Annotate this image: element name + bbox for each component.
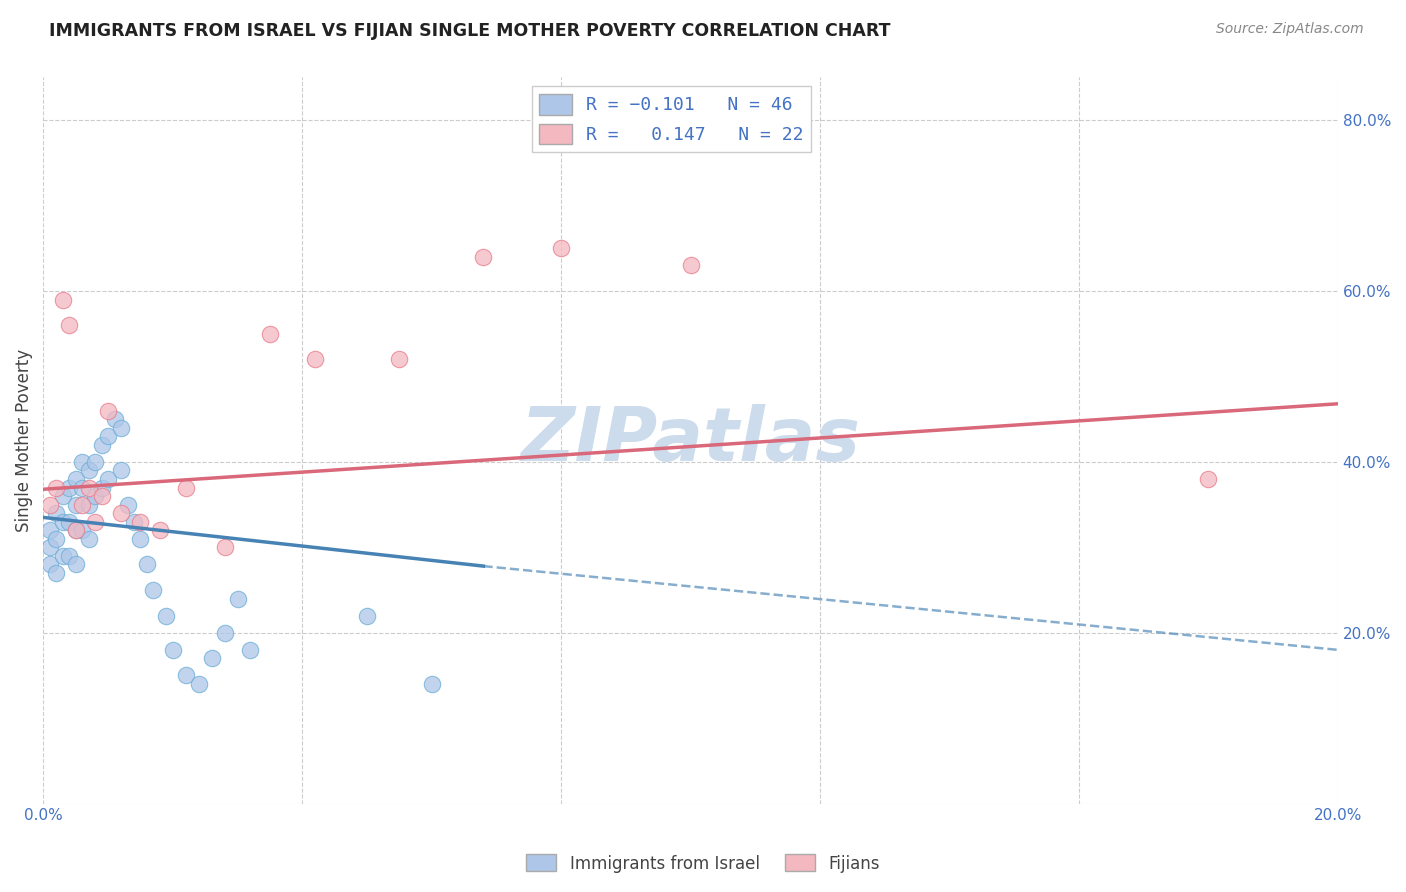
Point [38, 523, 60, 537]
Point [356, 608, 378, 623]
Text: ZIPatlas: ZIPatlas [520, 404, 860, 477]
Point [38, 558, 60, 572]
Text: IMMIGRANTS FROM ISRAEL VS FIJIAN SINGLE MOTHER POVERTY CORRELATION CHART: IMMIGRANTS FROM ISRAEL VS FIJIAN SINGLE … [49, 22, 891, 40]
Point [70, 455, 93, 469]
Point [65, 472, 87, 486]
Point [84, 455, 107, 469]
Point [550, 241, 572, 255]
Point [388, 352, 411, 367]
Legend: R = −0.101   N = 46, R =   0.147   N = 22: R = −0.101 N = 46, R = 0.147 N = 22 [531, 87, 811, 152]
Point [52, 549, 75, 563]
Point [77, 532, 100, 546]
Point [65, 523, 87, 537]
Point [239, 643, 262, 657]
Point [162, 643, 184, 657]
Point [65, 523, 87, 537]
Point [70, 498, 93, 512]
Point [174, 668, 197, 682]
Point [104, 412, 127, 426]
Point [45, 566, 67, 580]
Point [45, 481, 67, 495]
Point [58, 481, 80, 495]
Point [70, 523, 93, 537]
Point [58, 318, 80, 333]
Point [472, 250, 495, 264]
Point [97, 472, 120, 486]
Point [97, 403, 120, 417]
Point [129, 532, 152, 546]
Point [214, 625, 236, 640]
Point [77, 481, 100, 495]
Point [65, 498, 87, 512]
Point [122, 515, 145, 529]
Point [45, 532, 67, 546]
Point [84, 489, 107, 503]
Y-axis label: Single Mother Poverty: Single Mother Poverty [15, 349, 32, 533]
Point [58, 549, 80, 563]
Point [201, 651, 224, 665]
Point [129, 515, 152, 529]
Point [110, 421, 132, 435]
Point [45, 506, 67, 520]
Point [679, 259, 702, 273]
Point [117, 498, 139, 512]
Point [155, 608, 177, 623]
Point [90, 438, 112, 452]
Point [226, 591, 249, 606]
Point [90, 481, 112, 495]
Point [149, 523, 172, 537]
Point [77, 463, 100, 477]
Point [52, 293, 75, 307]
Text: Source: ZipAtlas.com: Source: ZipAtlas.com [1216, 22, 1364, 37]
Point [110, 506, 132, 520]
Point [97, 429, 120, 443]
Point [259, 326, 281, 341]
Point [187, 677, 209, 691]
Point [70, 481, 93, 495]
Point [77, 498, 100, 512]
Legend: Immigrants from Israel, Fijians: Immigrants from Israel, Fijians [520, 847, 886, 880]
Point [84, 515, 107, 529]
Point [304, 352, 326, 367]
Point [52, 515, 75, 529]
Point [52, 489, 75, 503]
Point [38, 498, 60, 512]
Point [136, 558, 159, 572]
Point [65, 558, 87, 572]
Point [90, 489, 112, 503]
Point [58, 515, 80, 529]
Point [142, 582, 165, 597]
Point [174, 481, 197, 495]
Point [420, 677, 443, 691]
Point [38, 541, 60, 555]
Point [1197, 472, 1219, 486]
Point [110, 463, 132, 477]
Point [214, 541, 236, 555]
